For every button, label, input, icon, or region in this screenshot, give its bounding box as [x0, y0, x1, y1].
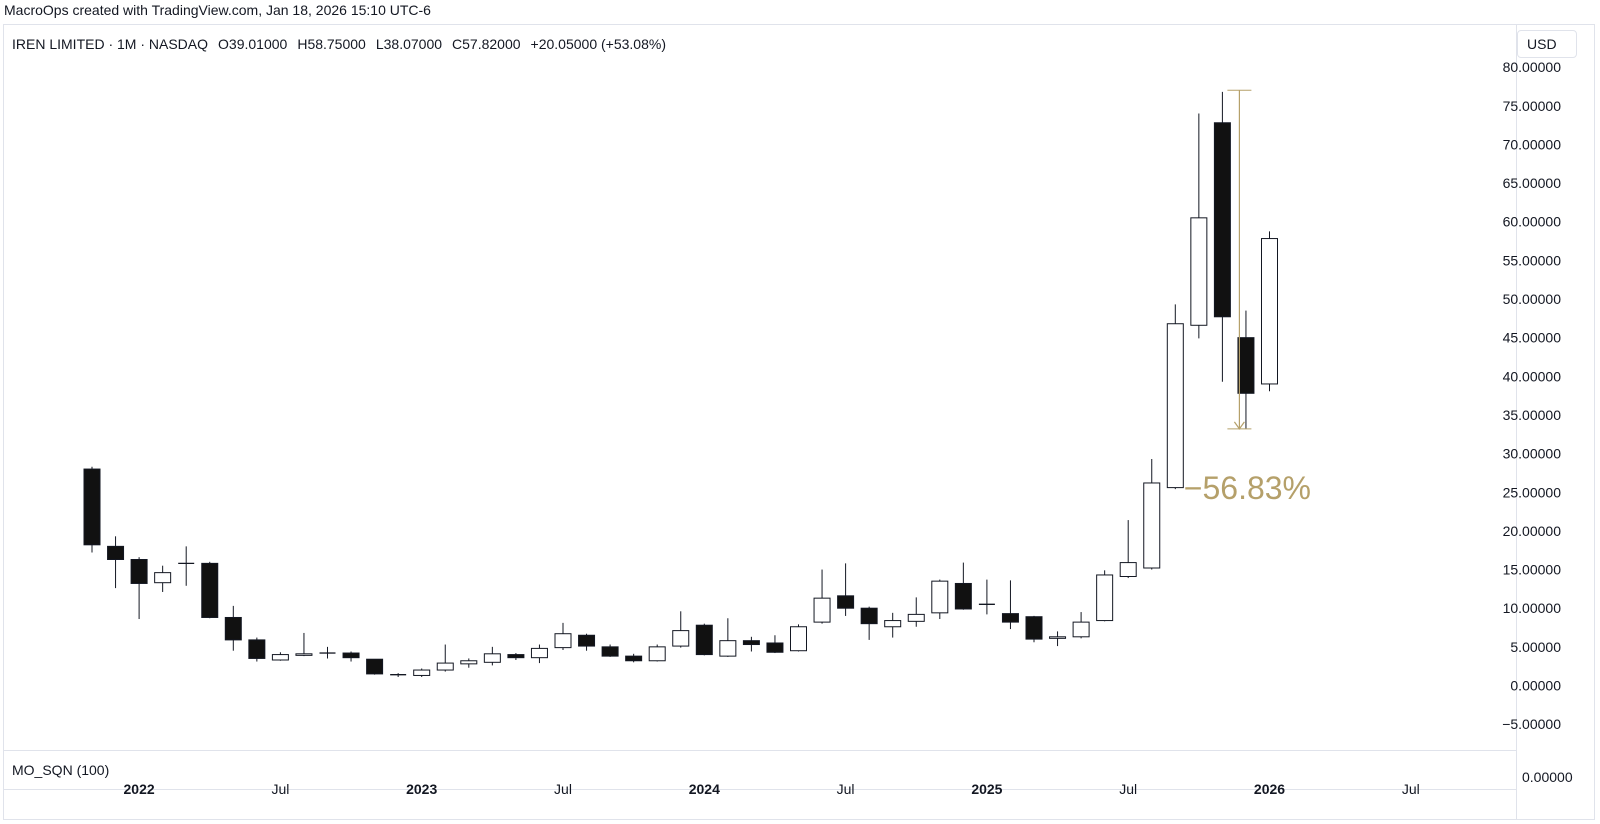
y-tick-label: 70.00000: [1503, 136, 1562, 152]
candle-body[interactable]: [719, 640, 737, 657]
candle-body[interactable]: [601, 646, 619, 657]
candle-body[interactable]: [554, 633, 572, 649]
candle-body[interactable]: [248, 639, 266, 659]
candle-body[interactable]: [83, 468, 101, 546]
candle-body[interactable]: [1190, 217, 1208, 326]
candle-body[interactable]: [366, 658, 384, 675]
y-tick-label: 30.00000: [1503, 446, 1562, 462]
y-tick-label: 5.00000: [1510, 639, 1561, 655]
y-tick-label: 25.00000: [1503, 484, 1562, 500]
candle-body[interactable]: [342, 652, 360, 659]
legend-change: +20.05000 (+53.08%): [530, 36, 666, 52]
x-tick-label: Jul: [1119, 781, 1137, 797]
price-axis-divider: [1516, 24, 1517, 820]
candle-body[interactable]: [837, 595, 855, 609]
candle-body[interactable]: [1166, 323, 1184, 489]
candle-body[interactable]: [907, 613, 925, 622]
currency-button[interactable]: USD: [1517, 30, 1577, 58]
legend-high: H58.75000: [297, 36, 366, 52]
candle-body[interactable]: [130, 559, 148, 584]
candle-body[interactable]: [813, 597, 831, 623]
candle-body[interactable]: [578, 634, 596, 647]
measure-percent-label: −56.83%: [1184, 470, 1311, 506]
time-axis-divider: [4, 789, 1516, 790]
candle-body[interactable]: [954, 582, 972, 610]
candle-body[interactable]: [742, 640, 760, 646]
x-tick-label: Jul: [554, 781, 572, 797]
y-tick-label: 65.00000: [1503, 175, 1562, 191]
x-tick-label: Jul: [271, 781, 289, 797]
y-tick-label: 10.00000: [1503, 600, 1562, 616]
y-tick-label: 0.00000: [1510, 678, 1561, 694]
x-tick-label: 2024: [689, 781, 720, 797]
candle-body[interactable]: [530, 647, 548, 659]
y-tick-label: 55.00000: [1503, 252, 1562, 268]
y-tick-label: 45.00000: [1503, 330, 1562, 346]
candle-body[interactable]: [766, 642, 784, 653]
y-tick-label: 80.00000: [1503, 59, 1562, 75]
candle-body[interactable]: [224, 616, 242, 641]
candle-body[interactable]: [483, 653, 501, 663]
candle-body[interactable]: [1049, 636, 1067, 639]
candle-body[interactable]: [295, 653, 313, 656]
candle-body[interactable]: [201, 562, 219, 618]
legend-close: C57.82000: [452, 36, 521, 52]
symbol-legend: IREN LIMITED · 1M · NASDAQ O39.01000 H58.7…: [12, 36, 676, 52]
candle-body[interactable]: [648, 646, 666, 662]
y-tick-label: 15.00000: [1503, 562, 1562, 578]
x-tick-label: 2022: [124, 781, 155, 797]
chart-frame: [3, 24, 1595, 820]
candle-body[interactable]: [1237, 337, 1255, 394]
candle-body[interactable]: [1143, 482, 1161, 569]
candle-body[interactable]: [695, 624, 713, 656]
candle-body[interactable]: [460, 660, 478, 665]
y-tick-label: 20.00000: [1503, 523, 1562, 539]
candle-body[interactable]: [625, 655, 643, 662]
candle-body[interactable]: [672, 630, 690, 647]
candle-body[interactable]: [884, 620, 902, 628]
chart-attribution: MacroOps created with TradingView.com, J…: [4, 2, 431, 18]
y-tick-label: 60.00000: [1503, 214, 1562, 230]
candle-body[interactable]: [1119, 562, 1137, 578]
candle-body[interactable]: [1001, 613, 1019, 623]
legend-symbol[interactable]: IREN LIMITED · 1M · NASDAQ: [12, 36, 209, 52]
candle-body[interactable]: [790, 626, 807, 652]
y-tick-label: 40.00000: [1503, 368, 1562, 384]
candle-body[interactable]: [931, 580, 949, 614]
y-tick-label: 50.00000: [1503, 291, 1562, 307]
candle-body[interactable]: [1072, 621, 1090, 638]
y-tick-label: 75.00000: [1503, 98, 1562, 114]
candle-body[interactable]: [107, 545, 125, 561]
indicator-value: 0.00000: [1522, 769, 1573, 785]
candle-body[interactable]: [1213, 122, 1231, 318]
candle-body[interactable]: [1261, 238, 1278, 385]
x-tick-label: Jul: [837, 781, 855, 797]
candle-body[interactable]: [271, 654, 289, 661]
legend-low: L38.07000: [375, 36, 443, 52]
candle-body[interactable]: [436, 662, 454, 671]
y-tick-label: 35.00000: [1503, 407, 1562, 423]
indicator-pane-divider[interactable]: [4, 750, 1516, 751]
x-tick-label: Jul: [1402, 781, 1420, 797]
x-tick-label: 2026: [1254, 781, 1285, 797]
y-tick-label: −5.00000: [1502, 716, 1561, 732]
candle-body[interactable]: [1025, 616, 1043, 640]
indicator-label[interactable]: MO_SQN (100): [12, 762, 110, 778]
candle-body[interactable]: [154, 572, 172, 584]
x-tick-label: 2023: [406, 781, 437, 797]
legend-open: O39.01000: [218, 36, 288, 52]
candle-body[interactable]: [507, 654, 525, 659]
measure-arrowhead: [1233, 421, 1245, 430]
x-tick-label: 2025: [971, 781, 1002, 797]
candle-body[interactable]: [1096, 574, 1114, 622]
candle-body[interactable]: [413, 669, 431, 676]
candle-body[interactable]: [860, 607, 878, 625]
